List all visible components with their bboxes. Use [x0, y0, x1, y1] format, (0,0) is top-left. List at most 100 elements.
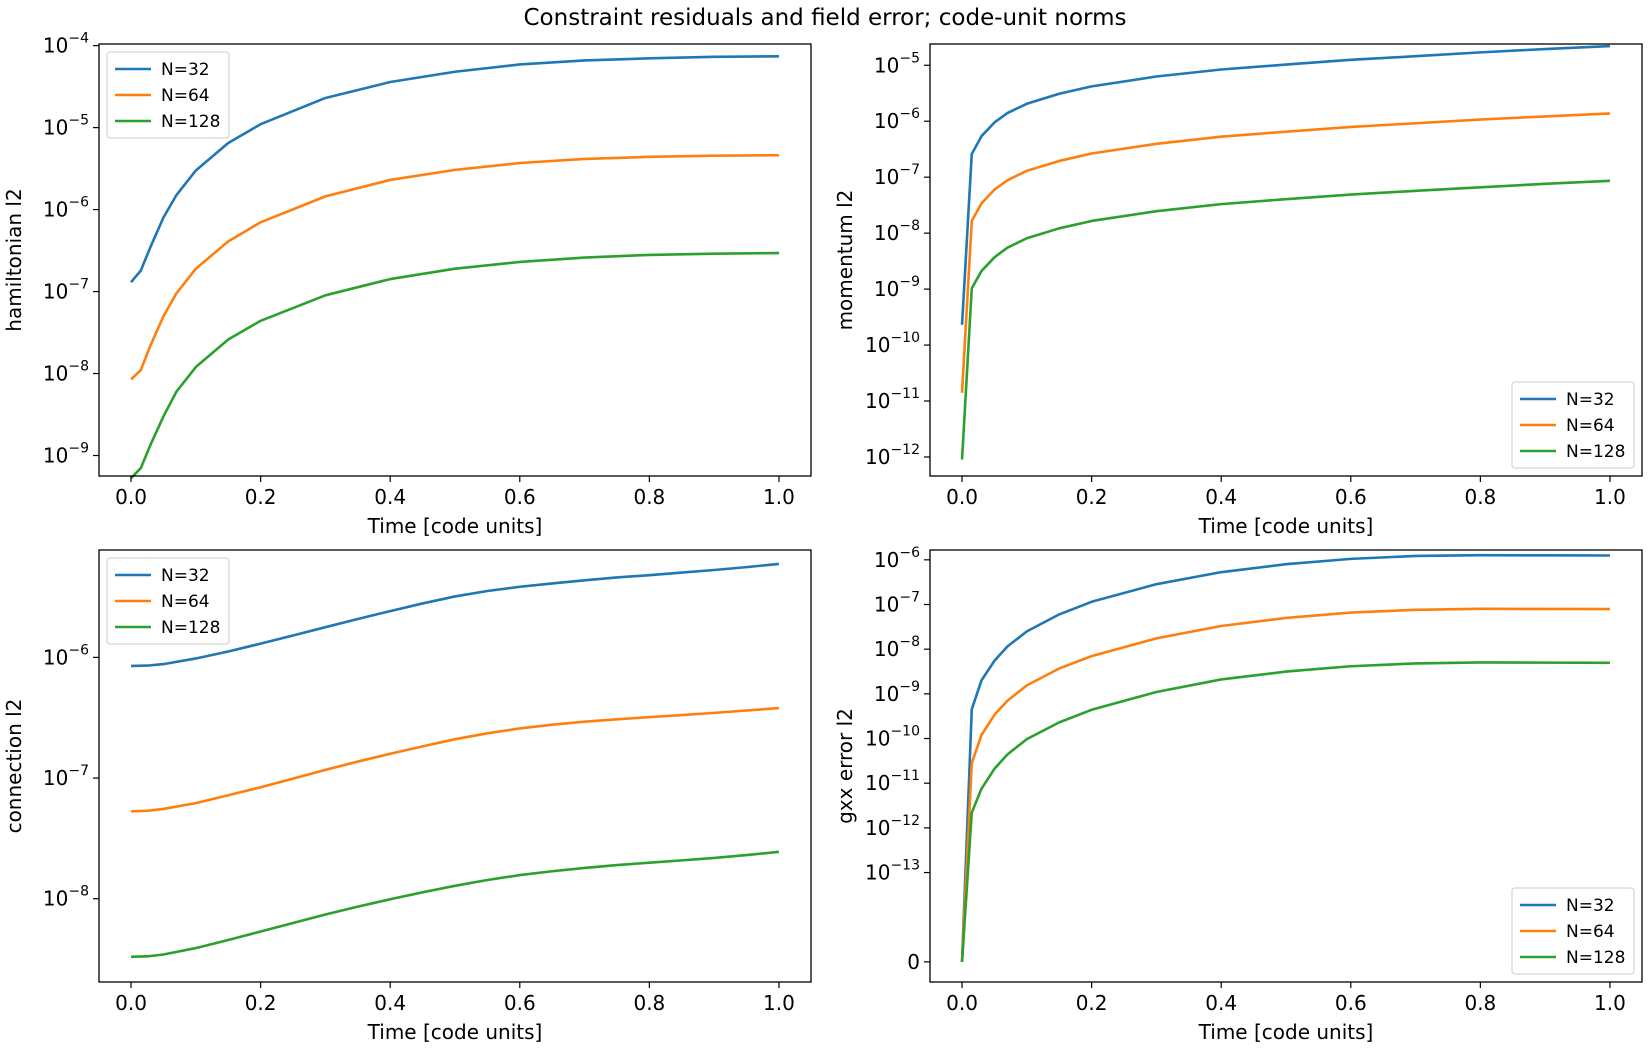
legend-box: [106, 51, 230, 139]
series-line-n-128: [960, 661, 1610, 962]
x-tick-label: 0.4: [1205, 485, 1237, 509]
legend-entry: N=128: [161, 618, 220, 638]
series-line-n-32: [130, 55, 779, 284]
series-line-n-64: [960, 607, 1610, 962]
axes-frame: [98, 549, 812, 983]
y-tick-label: 10−12: [865, 813, 920, 840]
legend-entry: N=64: [1566, 922, 1615, 942]
y-tick-label: 10−6: [43, 642, 89, 669]
legend-entry: N=32: [161, 566, 210, 586]
x-tick-label: 1.0: [1594, 485, 1626, 509]
y-tick-label: 10−11: [865, 768, 920, 795]
axes-frame: [98, 43, 812, 477]
x-axis-label: Time [code units]: [1198, 1020, 1374, 1044]
y-axis-label: momentum l2: [833, 190, 857, 331]
legend-entry: N=128: [1566, 442, 1625, 462]
series-line-n-128: [130, 251, 779, 480]
x-axis-label: Time [code units]: [367, 1020, 543, 1044]
x-tick-label: 0.6: [504, 485, 536, 509]
series-line-n-32: [131, 562, 780, 668]
legend-entry: N=32: [161, 60, 210, 80]
legend-entry: N=64: [161, 592, 210, 612]
axes-frame: [929, 43, 1643, 477]
legend: N=32 N=64 N=128: [1511, 381, 1635, 469]
x-axis-label: Time [code units]: [367, 514, 543, 538]
x-tick-label: 0.8: [633, 485, 665, 509]
y-tick-label: 10−8: [43, 884, 89, 911]
x-tick-label: 0.6: [504, 991, 536, 1015]
y-axis-label: gxx error l2: [833, 708, 857, 824]
x-tick-label: 1.0: [1594, 991, 1626, 1015]
series-line-n-32: [960, 44, 1611, 325]
legend-entry: N=64: [161, 86, 210, 106]
legend-entry: N=32: [1566, 390, 1615, 410]
y-tick-label: 10−8: [43, 359, 89, 386]
legend-entry: N=128: [1566, 948, 1625, 968]
legend: N=32 N=64 N=128: [106, 557, 230, 645]
subplot-2: 0.0 0.2 0.4 0.6 0.8 1.0 10−12 10−11 10−10 10−9 10−…: [833, 43, 1643, 538]
series-line-n-64: [960, 112, 1611, 393]
series-line-n-32: [960, 553, 1610, 962]
x-tick-label: 0.4: [374, 991, 406, 1015]
y-tick-label: 10−7: [43, 277, 89, 304]
series-line-n-64: [131, 706, 780, 813]
legend-box: [1511, 887, 1635, 975]
legend: N=32 N=64 N=128: [1511, 887, 1635, 975]
y-tick-label: 10−9: [874, 274, 920, 301]
x-tick-label: 1.0: [763, 991, 795, 1015]
y-tick-label: 10−11: [865, 386, 920, 413]
x-tick-label: 0.6: [1335, 991, 1367, 1015]
x-tick-label: 0.0: [946, 991, 978, 1015]
series-line-n-128: [131, 850, 780, 959]
legend-box: [1511, 381, 1635, 469]
y-tick-label: 10−7: [874, 590, 920, 617]
y-tick-label: 10−7: [43, 763, 89, 790]
y-tick-label: 10−12: [865, 442, 920, 469]
y-axis-label: connection l2: [2, 699, 26, 834]
y-tick-label: 10−10: [865, 724, 920, 751]
x-tick-label: 0.0: [115, 485, 147, 509]
x-tick-label: 0.0: [115, 991, 147, 1015]
x-tick-label: 0.4: [374, 485, 406, 509]
x-tick-label: 0.2: [1076, 991, 1108, 1015]
y-tick-label: 10−6: [43, 195, 89, 222]
y-tick-label: 10−13: [865, 858, 920, 885]
x-tick-label: 0.6: [1335, 485, 1367, 509]
y-tick-label: 0: [907, 950, 920, 974]
x-axis-label: Time [code units]: [1198, 514, 1374, 538]
subplot-3: 0.0 0.2 0.4 0.6 0.8 1.0 10−8 10−7 10−6 Time [code…: [2, 549, 812, 1044]
y-tick-label: 10−7: [874, 162, 920, 189]
y-tick-label: 10−5: [43, 113, 89, 140]
x-tick-label: 0.0: [946, 485, 978, 509]
y-tick-label: 10−6: [874, 106, 920, 133]
y-tick-label: 10−4: [43, 31, 89, 58]
legend-entry: N=64: [1566, 416, 1615, 436]
x-tick-label: 0.2: [245, 485, 277, 509]
figure-title: Constraint residuals and field error; co…: [524, 5, 1127, 31]
legend: N=32 N=64 N=128: [106, 51, 230, 139]
y-tick-label: 10−9: [43, 441, 89, 468]
x-tick-label: 0.2: [245, 991, 277, 1015]
x-tick-label: 0.8: [1464, 991, 1496, 1015]
series-line-n-64: [130, 153, 779, 381]
axes-frame: [929, 549, 1643, 983]
subplot-1: 0.0 0.2 0.4 0.6 0.8 1.0 10−9 10−8 10−7 10−6 10−5 10…: [2, 31, 812, 538]
y-tick-label: 10−5: [874, 50, 920, 77]
legend-entry: N=32: [1566, 896, 1615, 916]
y-tick-label: 10−9: [874, 679, 920, 706]
x-tick-label: 0.8: [633, 991, 665, 1015]
series-line-n-128: [960, 179, 1611, 460]
y-tick-label: 10−8: [874, 218, 920, 245]
y-tick-label: 10−10: [865, 330, 920, 357]
legend-entry: N=128: [161, 112, 220, 132]
x-tick-label: 1.0: [763, 485, 795, 509]
x-tick-label: 0.8: [1464, 485, 1496, 509]
y-tick-label: 10−8: [874, 634, 920, 661]
y-tick-label: 10−6: [874, 545, 920, 572]
subplot-4: 0.0 0.2 0.4 0.6 0.8 1.0 0 10−13 10−12 10−11 10−10 1…: [833, 545, 1643, 1044]
x-tick-label: 0.4: [1205, 991, 1237, 1015]
legend-box: [106, 557, 230, 645]
x-tick-label: 0.2: [1076, 485, 1108, 509]
y-axis-label: hamiltonian l2: [2, 188, 26, 331]
